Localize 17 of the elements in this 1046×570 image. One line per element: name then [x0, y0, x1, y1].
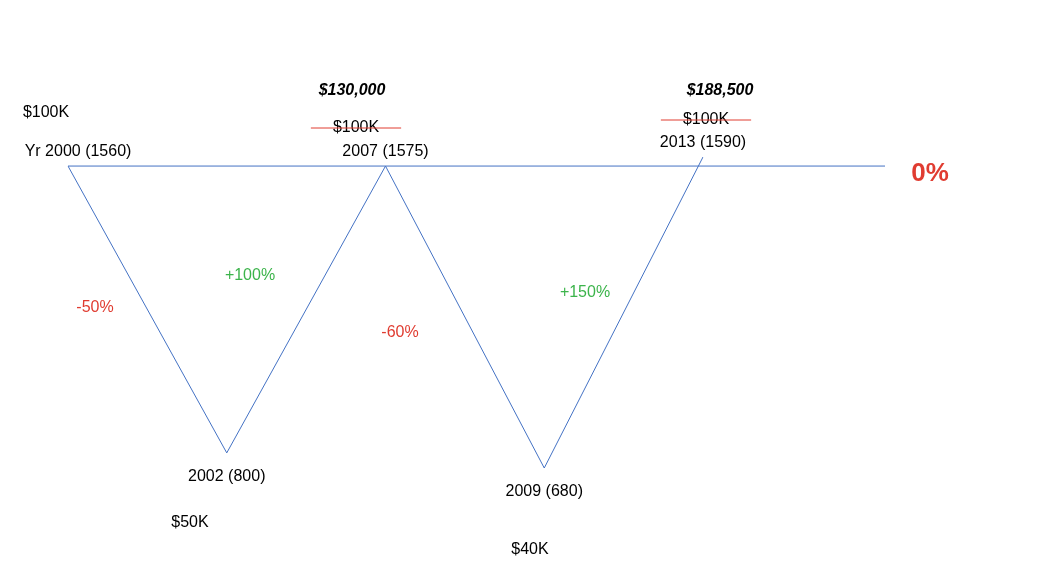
- text: $100K: [332, 118, 380, 136]
- text: $50K: [171, 513, 210, 531]
- text: 2009 (680): [505, 482, 583, 500]
- text: Yr 2000 (1560): [24, 142, 132, 160]
- text: 2007 (1575): [342, 142, 429, 160]
- text: $40K: [511, 540, 550, 558]
- annotation: -50%: [76, 298, 114, 316]
- text: $188,500: [685, 81, 754, 99]
- annotation: -60%: [381, 323, 419, 341]
- text: $100K: [682, 110, 730, 128]
- annotation: +150%: [559, 283, 611, 301]
- text: 2002 (800): [188, 467, 266, 485]
- text: $130,000: [317, 81, 386, 99]
- annotation: +100%: [224, 266, 276, 284]
- ref-line-label: 0%: [911, 157, 949, 188]
- text: 2013 (1590): [659, 133, 747, 151]
- text: $100K: [22, 103, 70, 121]
